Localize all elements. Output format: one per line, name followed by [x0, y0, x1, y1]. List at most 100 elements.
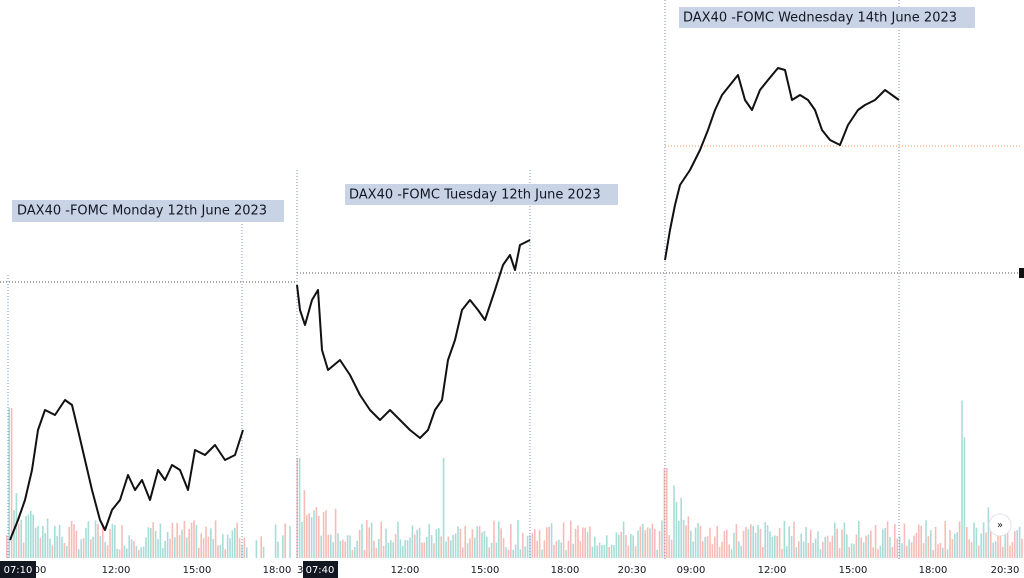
volume-bar: [570, 520, 572, 558]
volume-bar: [171, 522, 174, 558]
volume-bar: [61, 536, 63, 558]
volume-bar: [822, 541, 824, 558]
volume-bar: [421, 542, 423, 558]
volume-bar: [812, 542, 814, 558]
volume-bar: [795, 547, 798, 558]
volume-bar: [130, 539, 133, 558]
volume-bar: [747, 529, 750, 558]
volume-bar: [152, 522, 154, 558]
volume-bar: [222, 534, 224, 558]
volume-bar: [867, 534, 870, 558]
volume-bar: [759, 528, 762, 558]
volume-bar: [366, 520, 368, 558]
volume-bar: [687, 516, 690, 558]
volume-bar: [289, 525, 291, 558]
volume-bar: [670, 539, 673, 558]
volume-bar: [459, 528, 462, 558]
volume-bar: [32, 514, 34, 558]
volume-bar: [380, 521, 382, 558]
volume-bar: [757, 524, 759, 558]
volume-bar: [903, 523, 906, 558]
volume-bar: [298, 458, 301, 558]
volume-bar: [778, 527, 781, 558]
volume-bar: [320, 535, 322, 558]
volume-bar: [327, 534, 330, 558]
volume-bar: [447, 536, 450, 558]
volume-bar: [78, 549, 80, 558]
volume-bar: [142, 546, 145, 558]
volume-bar: [438, 528, 440, 558]
volume-bar: [94, 520, 97, 558]
volume-bar: [114, 525, 116, 558]
volume-bar: [454, 533, 457, 558]
volume-bar: [308, 513, 310, 558]
volume-bar: [841, 529, 843, 558]
volume-bar: [958, 521, 961, 558]
volume-bar: [992, 542, 994, 558]
volume-bar: [584, 527, 586, 558]
volume-bar: [586, 532, 589, 558]
volume-bar: [884, 527, 886, 558]
volume-bar: [716, 526, 718, 558]
volume-bar: [519, 549, 522, 558]
volume-bar: [116, 548, 118, 558]
volume-bar: [649, 528, 651, 558]
time-axis: [0, 560, 1024, 578]
volume-bar: [178, 535, 181, 558]
volume-bar: [370, 522, 373, 558]
x-tick-label: 12:00: [758, 565, 787, 576]
volume-bar: [661, 520, 663, 558]
volume-bar: [848, 546, 850, 558]
volume-bar: [838, 548, 841, 558]
volume-bar: [879, 545, 882, 558]
volume-bar: [502, 538, 505, 558]
volume-bar: [1009, 545, 1011, 558]
volume-bar: [58, 524, 61, 558]
volume-bar: [874, 525, 877, 558]
volume-bar: [358, 529, 361, 558]
volume-bar: [668, 535, 670, 558]
volume-bar: [800, 533, 802, 558]
volume-bar: [553, 544, 555, 558]
volume-bar: [30, 510, 32, 558]
scroll-button[interactable]: [988, 513, 1012, 537]
volume-bar: [1014, 531, 1016, 558]
volume-bar: [654, 528, 656, 558]
volume-bar: [166, 531, 169, 558]
volume-bar: [416, 529, 418, 558]
volume-bar: [615, 532, 618, 558]
volume-bar: [975, 527, 978, 558]
volume-bar: [817, 531, 819, 558]
volume-bar: [409, 537, 411, 558]
volume-bar: [805, 526, 807, 558]
volume-bar: [387, 542, 390, 558]
volume-bar: [855, 534, 858, 558]
volume-bar: [872, 547, 874, 558]
volume-bar: [63, 542, 66, 558]
volume-bar: [534, 529, 536, 558]
volume-bar: [212, 538, 214, 558]
volume-bar: [850, 543, 853, 558]
volume-bar: [246, 547, 248, 558]
volume-bar: [42, 525, 44, 558]
volume-bar: [783, 520, 786, 558]
volume-bar: [627, 545, 630, 558]
volume-bar: [433, 543, 435, 558]
volume-bar: [181, 529, 183, 558]
volume-bar: [572, 543, 574, 558]
volume-bar: [594, 536, 596, 558]
volume-bar: [411, 525, 414, 558]
volume-bar: [858, 521, 860, 558]
scroll-icon[interactable]: »: [997, 520, 1003, 531]
volume-bar: [702, 541, 704, 558]
volume-bar: [810, 529, 812, 558]
volume-bar: [824, 536, 826, 558]
volume-bar: [598, 542, 601, 558]
volume-bar: [90, 539, 92, 558]
volume-bar: [406, 540, 409, 558]
price-marker: [1019, 268, 1024, 278]
volume-bar: [697, 522, 699, 558]
volume-bar: [524, 546, 526, 558]
volume-bar: [361, 523, 363, 558]
